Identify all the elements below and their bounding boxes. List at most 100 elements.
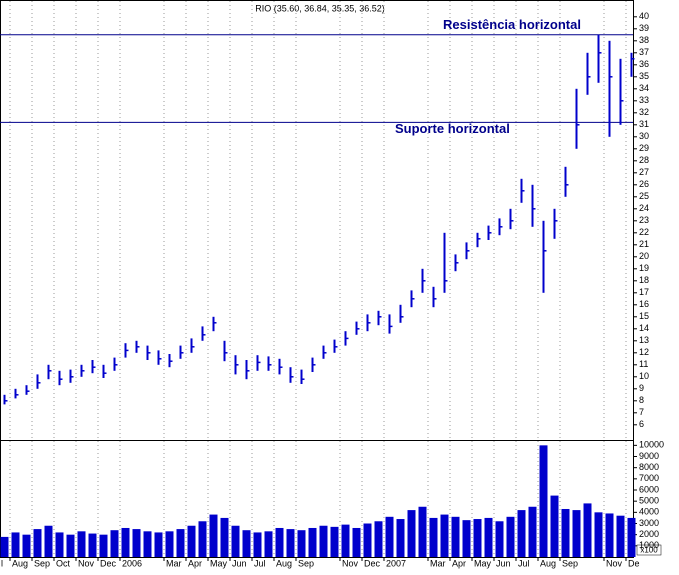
y-tick-label: 38 (639, 35, 649, 45)
volume-bar (209, 514, 218, 557)
y-tick-label: 16 (639, 299, 649, 309)
y-tick-label: 10 (639, 371, 649, 381)
annotation: Suporte horizontal (395, 121, 510, 136)
volume-bar (605, 513, 614, 557)
y-tick-label: 26 (639, 179, 649, 189)
x-tick-label: Nov (78, 558, 95, 568)
plot-frame (0, 0, 634, 558)
volume-bar (66, 534, 75, 557)
volume-bar (517, 510, 526, 557)
y-tick-label: 31 (639, 119, 649, 129)
volume-bar (11, 532, 20, 557)
y-tick-label: 11 (639, 359, 648, 369)
x-tick-label: Mar (430, 558, 446, 568)
x-tick-label: May (210, 558, 228, 568)
y-tick-label: 8 (639, 395, 644, 405)
volume-bar (451, 516, 460, 557)
x-tick-label: Jun (496, 558, 511, 568)
y2-tick-label: 5000 (639, 496, 659, 506)
volume-bar (572, 510, 581, 557)
y-tick-label: 14 (639, 323, 649, 333)
y-tick-label: 13 (639, 335, 649, 345)
volume-bar (363, 523, 372, 557)
y-tick-label: 7 (639, 407, 644, 417)
volume-bar (308, 527, 317, 557)
y-tick-label: 34 (639, 83, 649, 93)
volume-bar (286, 529, 295, 557)
volume-bar (143, 531, 152, 557)
x-tick-label: Jul (254, 558, 266, 568)
y-tick-label: 6 (639, 419, 644, 429)
x-tick-label: May (474, 558, 492, 568)
volume-bar (297, 530, 306, 557)
y-tick-label: 36 (639, 59, 649, 69)
volume-bar (176, 529, 185, 557)
volume-bar (110, 530, 119, 557)
volume-bar (506, 516, 515, 557)
y-tick-label: 17 (639, 287, 649, 297)
x-tick-label: Sep (562, 558, 578, 568)
x-tick-label: De (628, 558, 640, 568)
volume-bar (55, 532, 64, 557)
y2-tick-label: 9000 (639, 451, 659, 461)
y-tick-label: 40 (639, 11, 649, 21)
y2-tick-label: 3000 (639, 518, 659, 528)
volume-bar (44, 525, 53, 557)
volume-bar (396, 519, 405, 557)
volume-bar (594, 512, 603, 557)
volume-bar (627, 517, 636, 557)
volume-bar (77, 531, 86, 557)
volume-bar (418, 506, 427, 557)
y2-tick-label: 4000 (639, 507, 659, 517)
y-tick-label: 22 (639, 227, 649, 237)
x-tick-label: l (1, 558, 3, 568)
volume-bar (187, 525, 196, 557)
y-tick-label: 35 (639, 71, 649, 81)
volume-bar (88, 533, 97, 557)
x-tick-label: 2007 (386, 558, 406, 568)
y-tick-label: 25 (639, 191, 649, 201)
volume-bar (22, 534, 31, 557)
x-tick-label: Apr (188, 558, 202, 568)
y-tick-label: 37 (639, 47, 649, 57)
volume-unit: x100 (640, 546, 658, 555)
volume-bar (407, 510, 416, 557)
volume-bar (429, 517, 438, 557)
x-tick-label: Apr (452, 558, 466, 568)
y-tick-label: 32 (639, 107, 649, 117)
volume-bar (264, 531, 273, 557)
x-tick-label: Aug (12, 558, 28, 568)
x-tick-label: Mar (166, 558, 182, 568)
volume-bar (220, 517, 229, 557)
volume-unit-box (636, 544, 662, 556)
volume-bar (561, 508, 570, 557)
volume-bar (528, 506, 537, 557)
x-tick-label: Sep (34, 558, 50, 568)
x-tick-label: Jul (518, 558, 530, 568)
y-tick-label: 24 (639, 203, 649, 213)
y2-tick-label: 2000 (639, 529, 659, 539)
volume-bar (198, 521, 207, 557)
x-tick-label: Oct (56, 558, 71, 568)
volume-bar (319, 525, 328, 557)
x-tick-label: Aug (276, 558, 292, 568)
volume-bar (385, 516, 394, 557)
y-tick-label: 18 (639, 275, 649, 285)
volume-bar (473, 519, 482, 557)
volume-bar (99, 534, 108, 557)
x-tick-label: Jun (232, 558, 247, 568)
volume-bar (462, 520, 471, 557)
y-tick-label: 30 (639, 131, 649, 141)
y-tick-label: 12 (639, 347, 649, 357)
volume-bar (154, 532, 163, 557)
volume-bar (495, 521, 504, 557)
volume-bar (253, 532, 262, 557)
x-tick-label: Aug (540, 558, 556, 568)
x-tick-label: Dec (100, 558, 117, 568)
y-tick-label: 23 (639, 215, 649, 225)
y-tick-label: 33 (639, 95, 649, 105)
volume-bar (132, 529, 141, 557)
y-tick-label: 9 (639, 383, 644, 393)
volume-bar (242, 530, 251, 557)
